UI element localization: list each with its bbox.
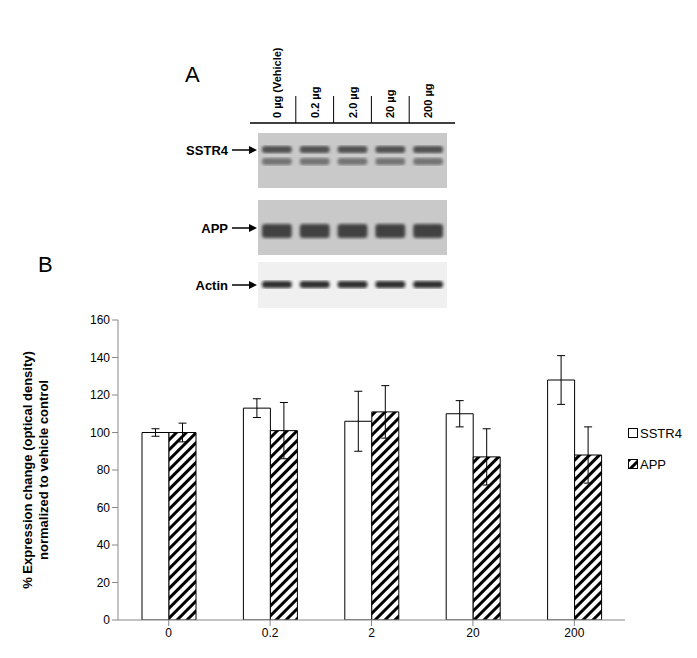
svg-text:Actin: Actin bbox=[196, 278, 229, 293]
svg-text:SSTR4: SSTR4 bbox=[186, 143, 229, 158]
html-text:% Expression change (optical d: % Expression change (optical density) no… bbox=[20, 351, 51, 589]
svg-text:2.0 µg: 2.0 µg bbox=[347, 87, 359, 118]
svg-text:20: 20 bbox=[466, 626, 480, 640]
svg-text:160: 160 bbox=[90, 313, 110, 327]
svg-text:60: 60 bbox=[97, 501, 111, 515]
html-text:SSTR4: SSTR4 bbox=[640, 425, 682, 441]
svg-text:200 µg: 200 µg bbox=[422, 84, 434, 118]
svg-text:B: B bbox=[38, 252, 53, 277]
svg-text:0: 0 bbox=[103, 613, 110, 627]
svg-text:20: 20 bbox=[97, 576, 111, 590]
svg-text:0: 0 bbox=[165, 626, 172, 640]
svg-text:APP: APP bbox=[201, 221, 228, 236]
svg-text:2: 2 bbox=[368, 626, 375, 640]
svg-text:0 µg (Vehicle): 0 µg (Vehicle) bbox=[271, 47, 283, 118]
svg-text:140: 140 bbox=[90, 351, 110, 365]
html-text:APP: APP bbox=[640, 456, 666, 472]
svg-text:0.2: 0.2 bbox=[262, 626, 279, 640]
svg-text:20 µg: 20 µg bbox=[384, 90, 396, 118]
svg-text:40: 40 bbox=[97, 538, 111, 552]
svg-text:A: A bbox=[185, 62, 200, 87]
svg-text:100: 100 bbox=[90, 426, 110, 440]
svg-text:120: 120 bbox=[90, 388, 110, 402]
svg-text:80: 80 bbox=[97, 463, 111, 477]
svg-text:200: 200 bbox=[564, 626, 584, 640]
svg-text:0.2 µg: 0.2 µg bbox=[309, 87, 321, 118]
